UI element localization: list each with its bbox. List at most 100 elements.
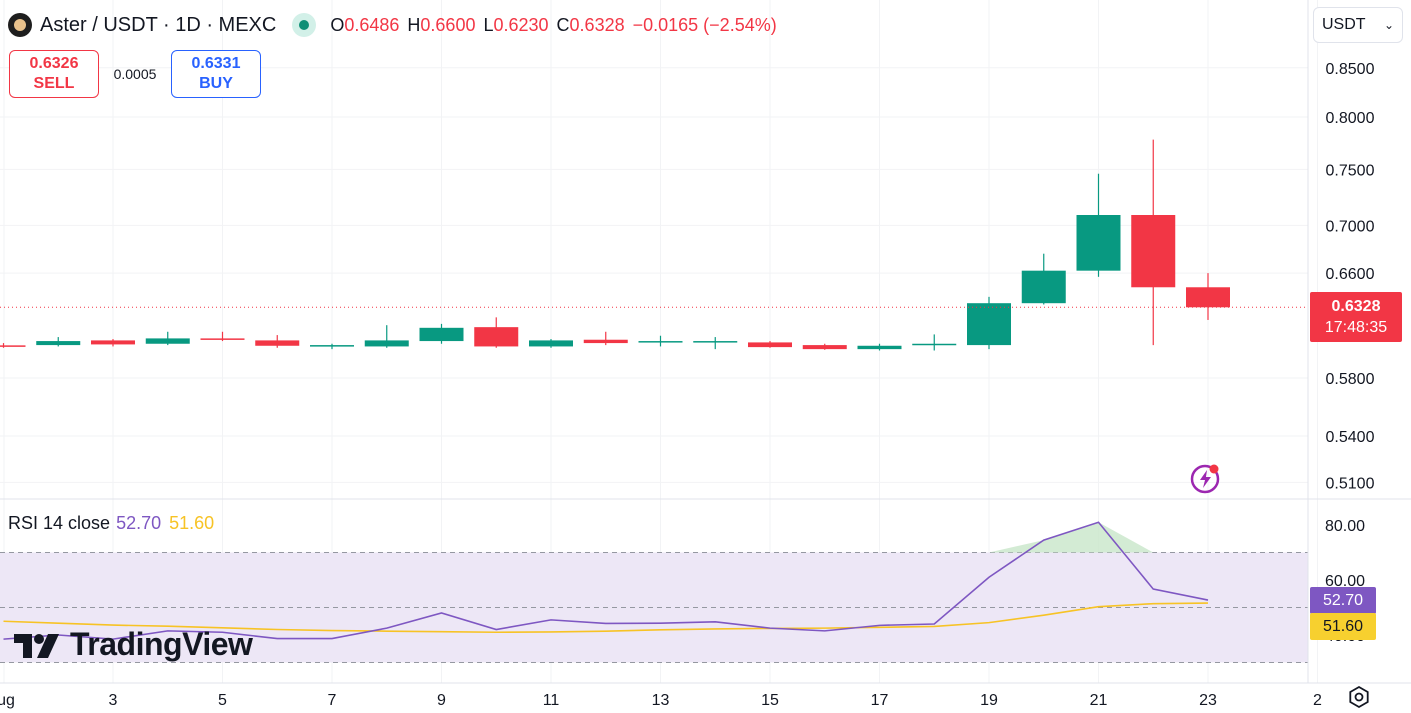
- watermark-text: TradingView: [70, 626, 253, 662]
- candlestick-series: [0, 139, 1230, 351]
- candle-body: [0, 345, 26, 347]
- candle: [310, 343, 354, 350]
- candle: [802, 343, 847, 350]
- candle: [200, 331, 245, 342]
- candle-body: [857, 345, 902, 350]
- chart-header: Aster / USDT · 1D · MEXC O0.6486 H0.6600 L…: [8, 10, 785, 40]
- price-tick-label: 0.5100: [1326, 475, 1375, 492]
- candle-body: [419, 327, 464, 342]
- tradingview-logo-icon: [14, 633, 59, 658]
- sell-button[interactable]: 0.6326 SELL: [9, 50, 99, 98]
- price-tick-label: 0.6600: [1326, 266, 1375, 283]
- candle: [638, 335, 683, 347]
- candle: [912, 334, 957, 351]
- candle-body: [583, 339, 628, 344]
- open-value: 0.6486: [344, 14, 400, 35]
- sell-price: 0.6326: [29, 55, 79, 72]
- time-tick-label: 7: [328, 692, 337, 709]
- time-tick-label: 2: [1313, 692, 1322, 709]
- candle: [145, 331, 190, 346]
- rsi-series: [3, 521, 1209, 640]
- candle: [474, 317, 519, 348]
- candle: [967, 296, 1011, 350]
- currency-value: USDT: [1322, 16, 1366, 33]
- candle: [857, 343, 902, 351]
- candle: [583, 331, 628, 346]
- candle-body: [912, 343, 957, 346]
- rsi-line: [3, 521, 1209, 640]
- candle: [1186, 273, 1230, 320]
- candle: [419, 323, 464, 344]
- candle-body: [145, 338, 190, 344]
- candle-body: [474, 327, 519, 347]
- price-tick-label: 0.8500: [1326, 61, 1375, 78]
- time-tick-label: 19: [980, 692, 998, 709]
- market-open-icon[interactable]: [292, 13, 317, 37]
- low-value: 0.6230: [493, 14, 549, 35]
- settings-gear-icon[interactable]: [1346, 684, 1372, 710]
- rsi-tick-label: 60.00: [1325, 573, 1365, 590]
- rsi-name: RSI 14 close: [8, 513, 111, 533]
- rsi-ma-value: 51.60: [169, 513, 215, 533]
- time-tick-label: 17: [871, 692, 889, 709]
- time-tick-label: 15: [761, 692, 779, 709]
- candle: [1131, 139, 1176, 346]
- candle: [693, 337, 738, 350]
- rsi-ma-value-tag: 51.60: [1310, 613, 1376, 640]
- buy-button[interactable]: 0.6331 BUY: [171, 50, 261, 98]
- currency-select[interactable]: USDT ⌄: [1313, 7, 1403, 43]
- rsi-value: 52.70: [116, 513, 162, 533]
- spread-value: 0.0005: [113, 66, 157, 82]
- candle: [1076, 173, 1121, 277]
- candle-body: [310, 345, 354, 347]
- candle-body: [1076, 215, 1121, 271]
- time-tick-label: 5: [218, 692, 227, 709]
- ohlc-values: O0.6486 H0.6600 L0.6230 C0.6328 −0.0165 (−2.…: [330, 14, 777, 35]
- candle-body: [1131, 215, 1176, 288]
- sell-label: SELL: [33, 75, 75, 92]
- candle: [255, 335, 300, 348]
- rsi-legend[interactable]: RSI 14 close 52.70 51.60: [8, 513, 214, 534]
- candle-body: [802, 345, 847, 350]
- aster-logo-icon: [8, 13, 32, 37]
- close-value: 0.6328: [569, 14, 625, 35]
- chevron-down-icon: ⌄: [1383, 18, 1394, 32]
- candle: [0, 343, 26, 348]
- rsi-tick-label: 80.00: [1325, 518, 1365, 535]
- price-tick-label: 0.5800: [1326, 371, 1375, 388]
- candle: [748, 341, 792, 348]
- price-tick-label: 0.7500: [1326, 162, 1375, 179]
- time-tick-label: 3: [109, 692, 118, 709]
- candle: [1021, 253, 1066, 305]
- last-price-tag: 0.6328 17:48:35: [1310, 292, 1402, 342]
- candle-body: [967, 303, 1011, 346]
- trade-panel: 0.6326 SELL 0.0005 0.6331 BUY: [9, 50, 261, 98]
- candle-body: [693, 341, 738, 343]
- candle-body: [36, 341, 81, 346]
- candle-body: [364, 340, 409, 347]
- time-tick-label: 13: [652, 692, 670, 709]
- flash-alert-icon[interactable]: [1189, 461, 1223, 495]
- rsi-overbought-fill: [989, 522, 1154, 553]
- candle-body: [1021, 270, 1066, 304]
- buy-label: BUY: [199, 75, 233, 92]
- candle-body: [1186, 287, 1230, 308]
- rsi-ma-line: [3, 602, 1209, 634]
- buy-price: 0.6331: [191, 55, 241, 72]
- change-value: −0.0165 (−2.54%): [632, 14, 777, 35]
- candle-body: [529, 340, 573, 347]
- price-tick-label: 0.8000: [1326, 110, 1375, 127]
- candle-body: [748, 342, 792, 348]
- candle: [529, 339, 573, 348]
- rsi-value-tag: 52.70: [1310, 587, 1376, 614]
- symbol-title[interactable]: Aster / USDT · 1D · MEXC: [40, 13, 277, 36]
- candle: [91, 339, 135, 347]
- candle-body: [255, 340, 300, 346]
- bar-countdown: 17:48:35: [1324, 319, 1388, 336]
- candle: [36, 337, 81, 347]
- price-tick-label: 0.5400: [1326, 429, 1375, 446]
- tradingview-watermark: TradingView: [12, 626, 253, 663]
- time-tick-label: 11: [543, 692, 560, 709]
- time-tick-label: 23: [1199, 692, 1217, 709]
